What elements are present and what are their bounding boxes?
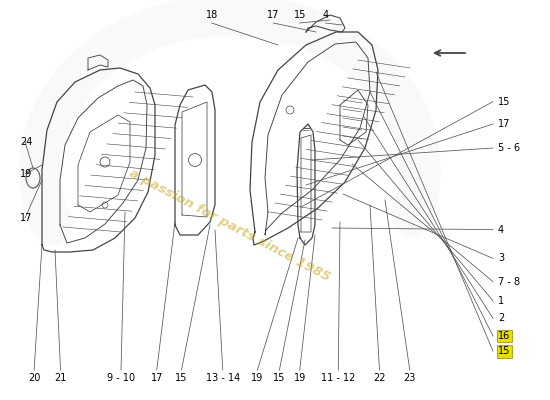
Text: 17: 17 <box>498 119 510 129</box>
Text: 17: 17 <box>267 10 279 20</box>
Text: 9 - 10: 9 - 10 <box>107 373 135 383</box>
Text: 24: 24 <box>20 137 32 147</box>
Text: 19: 19 <box>251 373 263 383</box>
Text: 20: 20 <box>28 373 40 383</box>
Text: 15: 15 <box>498 346 510 356</box>
Text: 4: 4 <box>322 10 329 20</box>
Text: 16: 16 <box>498 331 510 341</box>
Text: 17: 17 <box>151 373 163 383</box>
Text: 15: 15 <box>498 97 510 107</box>
Text: 3: 3 <box>498 254 504 264</box>
Text: 15: 15 <box>273 373 285 383</box>
Text: 22: 22 <box>373 373 386 383</box>
Text: 23: 23 <box>404 373 416 383</box>
Text: 2: 2 <box>498 314 504 323</box>
Text: 13 - 14: 13 - 14 <box>206 373 240 383</box>
Text: 18: 18 <box>206 10 218 20</box>
Text: 19: 19 <box>294 373 306 383</box>
Text: 15: 15 <box>294 10 306 20</box>
Text: 21: 21 <box>54 373 67 383</box>
Text: 17: 17 <box>20 213 32 223</box>
Text: 1: 1 <box>498 296 504 306</box>
Text: 7 - 8: 7 - 8 <box>498 277 520 286</box>
Text: 5 - 6: 5 - 6 <box>498 143 520 153</box>
Text: 19: 19 <box>20 169 32 179</box>
Text: 15: 15 <box>175 373 188 383</box>
Text: a passion for parts since 1985: a passion for parts since 1985 <box>128 166 333 284</box>
Text: 11 - 12: 11 - 12 <box>321 373 355 383</box>
Text: 4: 4 <box>498 225 504 234</box>
